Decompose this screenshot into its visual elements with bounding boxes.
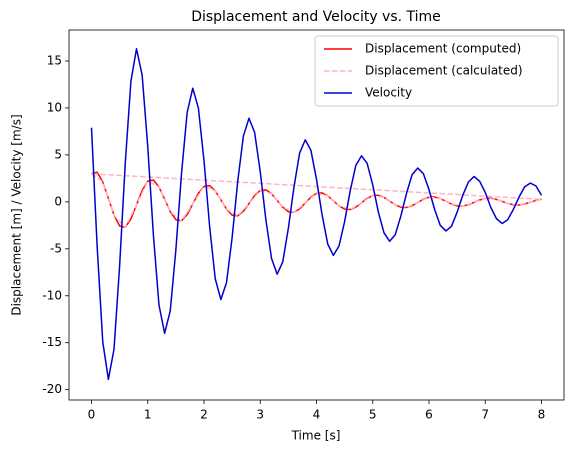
legend-label: Displacement (computed) <box>365 42 521 56</box>
y-axis-label: Displacement [m] / Velocity [m/s] <box>10 114 24 315</box>
x-tick-label: 2 <box>200 408 208 422</box>
x-axis-label: Time [s] <box>291 429 341 443</box>
x-tick-label: 7 <box>481 408 489 422</box>
x-tick-label: 5 <box>369 408 377 422</box>
x-tick-label: 4 <box>313 408 321 422</box>
y-tick-label: -10 <box>42 288 62 302</box>
legend-box <box>314 35 559 107</box>
x-tick-label: 3 <box>256 408 264 422</box>
plot-frame <box>68 29 565 401</box>
legend-label: Velocity <box>365 86 412 100</box>
x-tick-label: 1 <box>144 408 152 422</box>
y-tick-label: -15 <box>42 335 62 349</box>
y-tick-label: 5 <box>54 147 62 161</box>
data-line <box>90 48 543 381</box>
legend-label: Displacement (calculated) <box>365 64 523 78</box>
x-tick-label: 6 <box>425 408 433 422</box>
y-tick-label: 10 <box>47 100 62 114</box>
y-tick-label: -5 <box>50 241 62 255</box>
chart-title: Displacement and Velocity vs. Time <box>191 9 441 25</box>
x-tick-label: 0 <box>88 408 96 422</box>
data-line <box>91 173 543 229</box>
y-tick-label: 15 <box>47 53 62 67</box>
x-tick-label: 8 <box>538 408 546 422</box>
y-tick-label: 0 <box>54 194 62 208</box>
y-tick-label: -20 <box>42 382 62 396</box>
